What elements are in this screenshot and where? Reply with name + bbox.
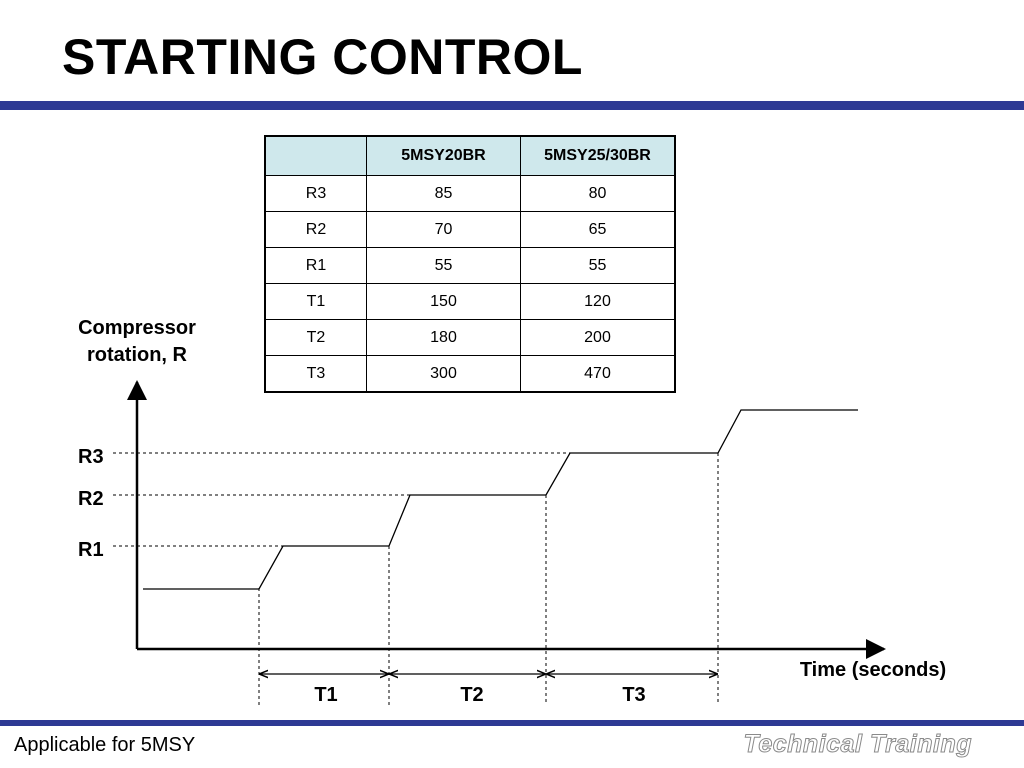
table-cell: 85 (366, 175, 521, 212)
footer-divider (0, 720, 1024, 726)
table-cell: 180 (366, 319, 521, 356)
t3-label: T3 (622, 684, 645, 706)
spec-table: 5MSY20BR 5MSY25/30BR R3 85 80 R2 70 65 R1 55 55 T1… (264, 135, 676, 393)
table-cell: 55 (520, 247, 676, 284)
y-axis-label-line2: rotation, R (87, 344, 188, 366)
level-label-r2: R2 (78, 488, 104, 510)
table-row: R1 55 55 (264, 247, 676, 284)
table-cell: 65 (520, 211, 676, 248)
table-header-cell: 5MSY20BR (366, 135, 521, 176)
table-header-row: 5MSY20BR 5MSY25/30BR (264, 135, 676, 176)
level-label-r1: R1 (78, 539, 104, 561)
table-row: R2 70 65 (264, 211, 676, 248)
table-row: R3 85 80 (264, 175, 676, 212)
table-row: T2 180 200 (264, 319, 676, 356)
table-cell: 300 (366, 355, 521, 393)
table-header-cell: 5MSY25/30BR (520, 135, 676, 176)
table-row-label: R2 (264, 211, 367, 248)
y-axis-label-line1: Compressor (78, 317, 196, 339)
title-divider (0, 101, 1024, 110)
rotation-step-curve (143, 409, 858, 590)
x-axis-label: Time (seconds) (800, 659, 946, 681)
table-cell: 80 (520, 175, 676, 212)
t2-label: T2 (460, 684, 483, 706)
table-cell: 200 (520, 319, 676, 356)
table-cell: 150 (366, 283, 521, 320)
table-header-corner (264, 135, 367, 176)
level-label-r3: R3 (78, 446, 104, 468)
table-row-label: R1 (264, 247, 367, 284)
table-row: T3 300 470 (264, 355, 676, 393)
table-cell: 120 (520, 283, 676, 320)
table-body: R3 85 80 R2 70 65 R1 55 55 T1 150 120 T2 180 200 T3 300 4… (264, 175, 676, 393)
table-row-label: T1 (264, 283, 367, 320)
t1-label: T1 (314, 684, 337, 706)
table-cell: 55 (366, 247, 521, 284)
table-row: T1 150 120 (264, 283, 676, 320)
slide-title: STARTING CONTROL (62, 29, 583, 85)
table-row-label: T2 (264, 319, 367, 356)
table-row-label: T3 (264, 355, 367, 393)
table-cell: 70 (366, 211, 521, 248)
footer-brand: Technical Training (743, 730, 972, 759)
footer-applicability: Applicable for 5MSY (14, 734, 196, 756)
table-cell: 470 (520, 355, 676, 393)
